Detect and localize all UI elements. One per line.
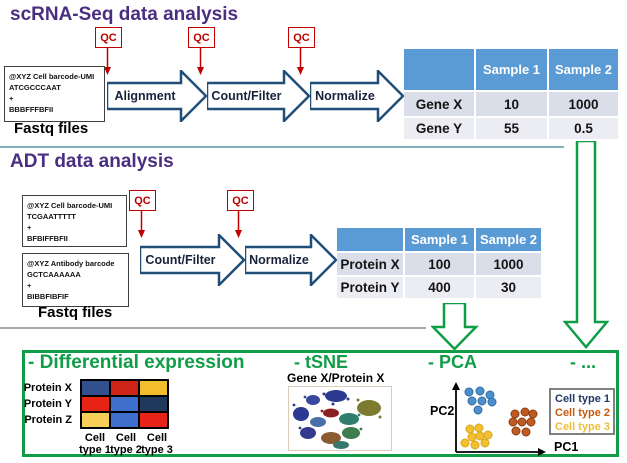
heatmap-cell bbox=[111, 381, 138, 395]
flow-arrow-alignment: Alignment bbox=[107, 70, 207, 122]
section-divider bbox=[0, 327, 426, 329]
qc-badge: QC bbox=[188, 27, 215, 48]
heatmap-col-label: Cell type 3 bbox=[141, 432, 173, 456]
flow-step-label: Alignment bbox=[114, 89, 176, 103]
fastq-files-caption: Fastq files bbox=[38, 304, 113, 321]
fastq-line: @XYZ Antibody barcode bbox=[27, 259, 115, 268]
qc-badge: QC bbox=[129, 190, 156, 211]
fastq-file-box: @XYZ Antibody barcode GCTCAAAAAA + BIBBF… bbox=[22, 253, 129, 307]
heatmap-cell bbox=[111, 397, 138, 411]
legend-entry: Cell type 1 bbox=[555, 393, 611, 405]
fastq-line: TCGAATTTTT bbox=[27, 212, 77, 221]
block-arrow-icon bbox=[140, 234, 245, 286]
fastq-file-box: @XYZ Cell barcode-UMI TCGAATTTTT + BFBIF… bbox=[22, 195, 127, 247]
block-arrow-icon bbox=[310, 70, 404, 122]
heatmap-cell bbox=[82, 381, 109, 395]
flow-step-label: Normalize bbox=[315, 89, 375, 103]
table-cell: 55 bbox=[476, 118, 547, 139]
table-cell: Gene Y bbox=[404, 118, 474, 139]
flow-step-label: Count/Filter bbox=[145, 253, 216, 267]
legend-entry: Cell type 2 bbox=[555, 407, 611, 419]
table-cell: 1000 bbox=[549, 92, 618, 116]
expression-heatmap bbox=[80, 379, 169, 429]
tsne-subtitle: Gene X/Protein X bbox=[287, 371, 385, 385]
table-cell: 10 bbox=[476, 92, 547, 116]
differential-expression-title: - Differential expression bbox=[28, 352, 245, 373]
fastq-file-box: @XYZ Cell barcode-UMI ATCGCCCAAT + BBBFF… bbox=[4, 66, 105, 122]
table-cell: Gene X bbox=[404, 92, 474, 116]
table-cell: 1000 bbox=[476, 253, 541, 275]
fastq-line: GCTCAAAAAA bbox=[27, 270, 81, 279]
qc-badge: QC bbox=[288, 27, 315, 48]
table-header-cell: Sample 1 bbox=[476, 49, 547, 90]
flow-arrow-count-filter: Count/Filter bbox=[140, 234, 245, 286]
flow-step-label: Count/Filter bbox=[211, 89, 282, 103]
pca-plot bbox=[452, 382, 546, 456]
tsne-title: - tSNE bbox=[294, 352, 348, 372]
heatmap-row-label: Protein Y bbox=[23, 398, 72, 410]
table-cell: 100 bbox=[405, 253, 474, 275]
heatmap-row-label: Protein X bbox=[23, 382, 72, 394]
flow-step-label: Normalize bbox=[249, 253, 309, 267]
fastq-line: ATCGCCCAAT bbox=[9, 83, 61, 92]
heatmap-cell bbox=[140, 413, 167, 427]
table-header-cell: Sample 1 bbox=[405, 228, 474, 251]
qc-badge: QC bbox=[95, 27, 122, 48]
table-header-cell: Sample 2 bbox=[476, 228, 541, 251]
table-cell: Protein X bbox=[337, 253, 403, 275]
legend-entry: Cell type 3 bbox=[555, 421, 611, 433]
section-divider bbox=[0, 146, 564, 148]
fastq-line: + bbox=[27, 281, 32, 290]
table-header-cell: Sample 2 bbox=[549, 49, 618, 90]
heatmap-row-label: Protein Z bbox=[24, 414, 72, 426]
block-arrow-icon bbox=[245, 234, 337, 286]
flow-arrow-count-filter: Count/Filter bbox=[207, 70, 310, 122]
qc-arrow-icon bbox=[197, 48, 204, 75]
qc-arrow-icon bbox=[104, 48, 111, 75]
qc-arrow-icon bbox=[297, 48, 304, 75]
fastq-line: @XYZ Cell barcode-UMI bbox=[9, 72, 95, 81]
qc-arrow-icon bbox=[138, 211, 145, 238]
fastq-line: + bbox=[9, 94, 14, 103]
heatmap-col-label: Cell type 1 bbox=[79, 432, 111, 456]
table-cell: 30 bbox=[476, 277, 541, 298]
fastq-line: @XYZ Cell barcode-UMI bbox=[27, 201, 113, 210]
table-header-cell bbox=[404, 49, 474, 90]
heatmap-cell bbox=[111, 413, 138, 427]
fastq-line: + bbox=[27, 223, 32, 232]
tsne-plot bbox=[288, 386, 392, 451]
table-cell: 0.5 bbox=[549, 118, 618, 139]
adt-section-title: ADT data analysis bbox=[10, 151, 174, 172]
green-down-arrow-icon bbox=[563, 141, 609, 349]
block-arrow-icon bbox=[107, 70, 207, 122]
heatmap-cell bbox=[82, 397, 109, 411]
fastq-files-caption: Fastq files bbox=[14, 120, 89, 137]
fastq-line: BBBFFFBFII bbox=[9, 105, 54, 114]
green-down-arrow-icon bbox=[431, 303, 479, 351]
pca-y-axis-label: PC2 bbox=[430, 404, 455, 418]
block-arrow-icon bbox=[207, 70, 310, 122]
heatmap-cell bbox=[140, 397, 167, 411]
more-methods-title: - ... bbox=[570, 352, 596, 372]
flow-arrow-normalize: Normalize bbox=[245, 234, 337, 286]
flow-arrow-normalize: Normalize bbox=[310, 70, 404, 122]
pca-legend: Cell type 1 Cell type 2 Cell type 3 bbox=[549, 388, 615, 435]
fastq-line: BIBBFIBFIF bbox=[27, 292, 69, 301]
gene-expression-table: Sample 1 Sample 2 Gene X 10 1000 Gene Y … bbox=[404, 49, 618, 139]
table-cell: 400 bbox=[405, 277, 474, 298]
heatmap-cell bbox=[82, 413, 109, 427]
protein-expression-table: Sample 1 Sample 2 Protein X 100 1000 Pro… bbox=[337, 228, 541, 298]
qc-arrow-icon bbox=[235, 211, 242, 238]
fastq-line: BFBIFFBFII bbox=[27, 234, 68, 243]
pca-x-axis-label: PC1 bbox=[554, 440, 579, 454]
scrna-section-title: scRNA-Seq data analysis bbox=[10, 4, 239, 25]
table-cell: Protein Y bbox=[337, 277, 403, 298]
heatmap-cell bbox=[140, 381, 167, 395]
pca-title: - PCA bbox=[428, 352, 477, 372]
table-header-cell bbox=[337, 228, 403, 251]
heatmap-col-label: Cell type 2 bbox=[110, 432, 142, 456]
qc-badge: QC bbox=[227, 190, 254, 211]
